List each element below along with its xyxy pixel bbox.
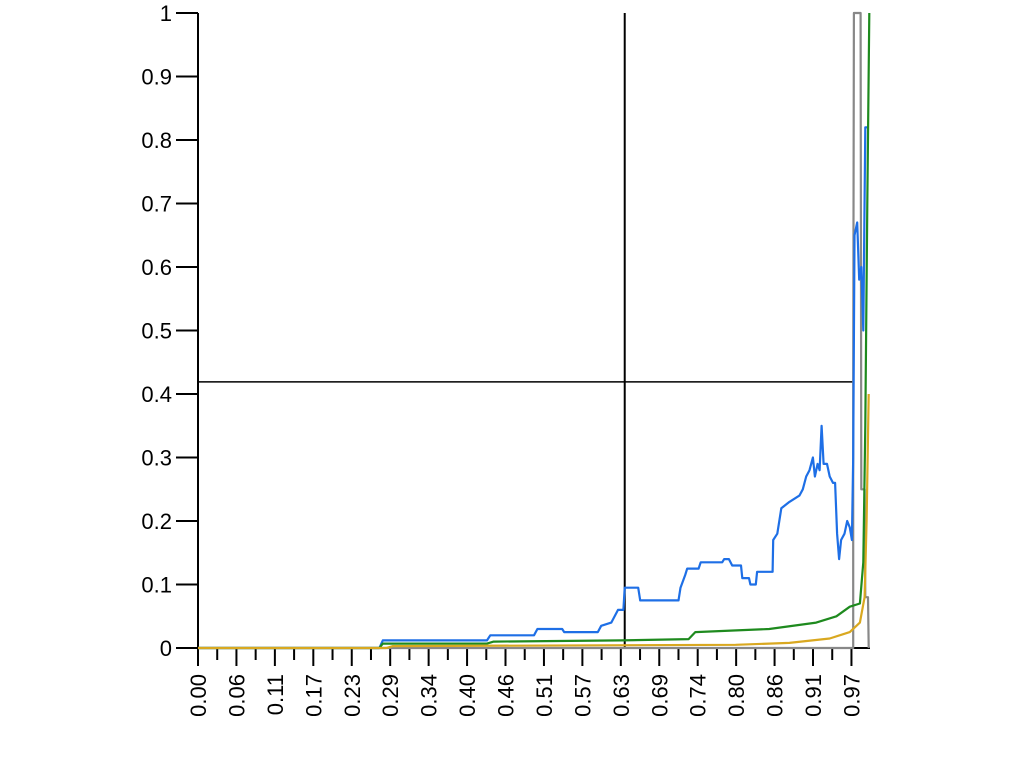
x-tick-label: 0.40 xyxy=(455,674,480,717)
y-tick-label: 0.7 xyxy=(141,192,172,217)
x-tick-label: 0.91 xyxy=(801,674,826,717)
x-tick-label: 0.97 xyxy=(839,674,864,717)
x-tick-label: 0.69 xyxy=(647,674,672,717)
x-tick-label: 0.80 xyxy=(724,674,749,717)
x-tick-label: 0.57 xyxy=(570,674,595,717)
x-tick-label: 0.00 xyxy=(186,674,211,717)
y-axis: 0 0.1 0.2 0.3 0.4 0.5 0.6 0.7 0.8 0.9 1 xyxy=(141,1,199,661)
x-tick-label: 0.86 xyxy=(763,674,788,717)
y-tick-label: 0 xyxy=(160,636,172,661)
x-tick-label: 0.11 xyxy=(263,674,288,715)
x-tick-label: 0.46 xyxy=(494,674,519,717)
x-tick-label: 0.06 xyxy=(224,674,249,717)
y-tick-label: 0.2 xyxy=(141,509,172,534)
series-line-2 xyxy=(198,12,871,650)
series-group xyxy=(198,11,871,650)
x-tick-label: 0.23 xyxy=(340,674,365,717)
y-tick-label: 0.9 xyxy=(141,65,172,90)
x-tick-label: 0.29 xyxy=(378,674,403,717)
series-line-1 xyxy=(198,126,869,650)
y-tick-label: 0.3 xyxy=(141,446,172,471)
series-line-0 xyxy=(198,11,870,650)
y-tick-label: 1 xyxy=(160,1,172,26)
x-tick-label: 0.17 xyxy=(301,674,326,717)
y-tick-label: 0.4 xyxy=(141,382,172,407)
x-tick-label: 0.34 xyxy=(417,674,442,717)
y-tick-label: 0.5 xyxy=(141,319,172,344)
y-tick-label: 0.8 xyxy=(141,128,172,153)
x-tick-label: 0.74 xyxy=(686,674,711,717)
reference-lines xyxy=(198,13,854,648)
x-axis: 0.00 0.06 0.11 0.17 0.23 0.29 0.34 0.40 0.46 0.51… xyxy=(186,647,870,717)
y-tick-label: 0.1 xyxy=(141,573,172,598)
series-line-3 xyxy=(198,393,870,650)
x-tick-label: 0.63 xyxy=(609,674,634,717)
y-tick-label: 0.6 xyxy=(141,255,172,280)
x-tick-label: 0.51 xyxy=(532,674,557,717)
